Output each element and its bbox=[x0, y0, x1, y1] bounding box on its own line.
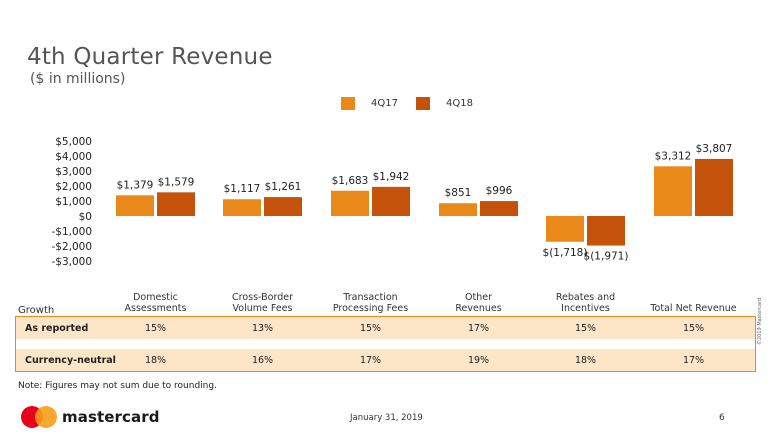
chart-legend: 4Q17 4Q18 bbox=[341, 97, 491, 110]
growth-header-label: Growth bbox=[18, 305, 55, 316]
row-label: Currency-neutral bbox=[25, 355, 116, 366]
data-label: $3,312 bbox=[655, 150, 692, 162]
mastercard-circles-icon bbox=[21, 406, 57, 428]
table-cell: 18% bbox=[144, 355, 167, 366]
y-tick-label: -$3,000 bbox=[51, 256, 92, 268]
y-tick-label: $3,000 bbox=[55, 166, 92, 178]
legend-swatch-4q18 bbox=[415, 97, 430, 110]
data-label: $1,942 bbox=[373, 171, 410, 183]
footnote: Note: Figures may not sum due to roundin… bbox=[18, 381, 217, 391]
data-label: $851 bbox=[445, 187, 472, 199]
bar-4q17 bbox=[546, 216, 584, 242]
data-label: $1,117 bbox=[224, 183, 261, 195]
category-label: Other Revenues bbox=[455, 292, 502, 314]
mastercard-logo: mastercard bbox=[21, 406, 160, 428]
legend-swatch-4q17 bbox=[341, 97, 355, 110]
bar-4q18 bbox=[264, 197, 302, 216]
category-label: Domestic Assessments bbox=[124, 292, 187, 314]
table-row-gap bbox=[16, 339, 755, 349]
page-subtitle: ($ in millions) bbox=[30, 71, 126, 87]
legend-label-4q17: 4Q17 bbox=[371, 98, 398, 109]
y-tick-label: $5,000 bbox=[55, 136, 92, 148]
data-label: $3,807 bbox=[696, 143, 733, 155]
bar-4q17 bbox=[331, 190, 369, 216]
category-label: Transaction Processing Fees bbox=[332, 292, 409, 314]
table-cell: 15% bbox=[359, 323, 382, 334]
table-cell: 17% bbox=[682, 355, 705, 366]
category-label: Rebates and Incentives bbox=[555, 292, 616, 314]
data-label: $1,261 bbox=[265, 181, 302, 193]
table-cell: 17% bbox=[359, 355, 382, 366]
bar-4q18 bbox=[587, 216, 625, 246]
table-cell: 15% bbox=[574, 323, 597, 334]
bar-4q17 bbox=[654, 166, 692, 216]
y-tick-label: $1,000 bbox=[55, 196, 92, 208]
footer-date: January 31, 2019 bbox=[350, 413, 423, 423]
bar-4q18 bbox=[157, 192, 195, 216]
copyright-notice: ©2019 Mastercard bbox=[757, 297, 763, 345]
y-tick-label: $2,000 bbox=[55, 181, 92, 193]
data-label: $(1,971) bbox=[584, 251, 629, 263]
bar-4q17 bbox=[439, 203, 477, 216]
bar-4q18 bbox=[480, 201, 518, 216]
data-label: $1,579 bbox=[158, 176, 195, 188]
page-title: 4th Quarter Revenue bbox=[27, 44, 273, 70]
growth-table: As reported 15% 13% 15% 17% 15% 15% Currency-… bbox=[15, 316, 756, 372]
data-label: $(1,718) bbox=[543, 247, 588, 259]
logo-wordmark: mastercard bbox=[62, 408, 160, 426]
data-label: $1,379 bbox=[117, 179, 154, 191]
table-cell: 16% bbox=[251, 355, 274, 366]
legend-item-4q17: 4Q17 bbox=[341, 97, 398, 110]
revenue-bar-chart: $5,000 $4,000 $3,000 $2,000 $1,000 $0 -$1,000 -… bbox=[51, 136, 733, 268]
y-tick-label: -$1,000 bbox=[51, 226, 92, 238]
data-label: $1,683 bbox=[332, 175, 369, 187]
bar-4q17 bbox=[116, 195, 154, 216]
table-cell: 13% bbox=[251, 323, 274, 334]
table-cell: 15% bbox=[682, 323, 705, 334]
table-cell: 18% bbox=[574, 355, 597, 366]
bar-4q18 bbox=[695, 158, 733, 216]
y-tick-label: -$2,000 bbox=[51, 241, 92, 253]
bar-4q18 bbox=[372, 186, 410, 216]
bar-4q17 bbox=[223, 199, 261, 216]
y-tick-label: $4,000 bbox=[55, 151, 92, 163]
yellow-circle bbox=[35, 406, 57, 428]
table-row-currency-neutral: Currency-neutral 18% 16% 17% 19% 18% 17% bbox=[16, 349, 755, 371]
page-number: 6 bbox=[719, 413, 725, 423]
row-label: As reported bbox=[25, 323, 89, 334]
data-label: $996 bbox=[486, 185, 513, 197]
category-label: Cross-Border Volume Fees bbox=[232, 292, 293, 314]
legend-label-4q18: 4Q18 bbox=[445, 98, 473, 109]
legend-item-4q18: 4Q18 bbox=[415, 97, 473, 110]
table-cell: 17% bbox=[467, 323, 490, 334]
y-tick-label: $0 bbox=[79, 211, 92, 223]
table-cell: 19% bbox=[467, 355, 490, 366]
table-cell: 15% bbox=[144, 323, 167, 334]
table-row-as-reported: As reported 15% 13% 15% 17% 15% 15% bbox=[16, 317, 755, 339]
category-label: Total Net Revenue bbox=[650, 303, 737, 314]
